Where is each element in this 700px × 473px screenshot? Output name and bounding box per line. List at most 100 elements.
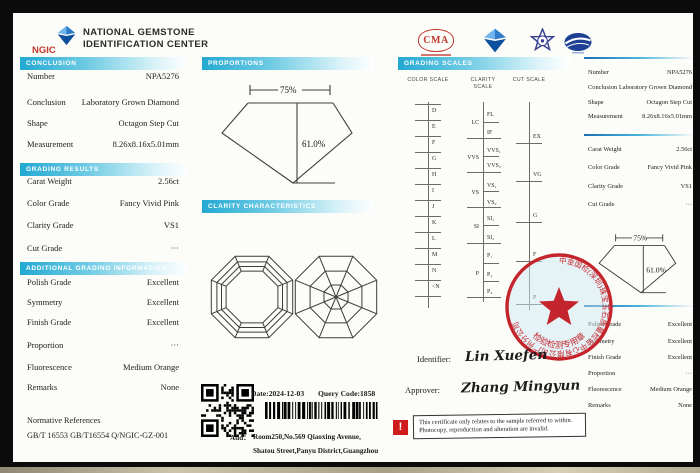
- color-grade-11: <N: [432, 284, 440, 290]
- notice-text: This certificate only relates to the sam…: [412, 412, 587, 440]
- pavilion-radial-line: [335, 296, 354, 338]
- summary-row: Color Grade Fancy Vivid Pink: [588, 164, 692, 176]
- crown-facet-line: [277, 307, 293, 315]
- pavilion-radial-line: [318, 256, 337, 298]
- summary-row-value: ···: [685, 201, 692, 208]
- field-row-value: Excellent: [146, 317, 179, 327]
- identifier-signature: Lin Xuefen: [464, 346, 548, 366]
- clarity-major-tick: [467, 138, 501, 139]
- clarity-major-tick: [467, 243, 501, 244]
- summary-row-label: Measurement: [588, 113, 623, 120]
- issue-date: Date:2024-12-03: [251, 389, 305, 398]
- summary-row-label: Shape: [588, 99, 604, 106]
- summary-row: Cut Grade ···: [588, 201, 692, 213]
- summary-row-value: Fancy Vivid Pink: [647, 164, 692, 171]
- normative-references-values: GB/T 16553 GB/T16554 Q/NGIC-GZ-001: [27, 431, 169, 440]
- address-line1: Room250,No.569 Qiaoxing Avenue,: [253, 433, 361, 441]
- field-row-label: Cut Grade: [27, 243, 63, 253]
- normative-references-title: Normative References: [27, 416, 101, 425]
- field-row-label: Carat Weight: [27, 176, 72, 186]
- clarity-grade-IF: IF: [487, 130, 493, 136]
- color-grade-7: K: [432, 220, 437, 226]
- field-row-value: VS1: [163, 220, 179, 230]
- clarity-grade-P₂: P₂: [487, 272, 493, 278]
- color-scale-tick: [415, 216, 441, 217]
- cut-grade-EX: EX: [533, 134, 541, 140]
- field-row: Proportion ···: [27, 340, 179, 352]
- star-certification-icon: [530, 28, 555, 52]
- field-row-value: Octagon Step Cut: [118, 118, 179, 128]
- crown-facet-line: [277, 279, 293, 287]
- pavilion-radial-line: [335, 296, 377, 315]
- pavilion-radial-line: [335, 256, 354, 298]
- company-seal-stamp: 中金国检(深圳)珠宝玉石质量检验中心有限公司广州分公司 检验检测专用章: [505, 253, 613, 361]
- cut-scale-tick: [516, 261, 542, 262]
- color-grade-3: G: [432, 156, 437, 162]
- summary-row-label: Number: [588, 69, 609, 76]
- pavilion-view-outline: [294, 255, 378, 339]
- table-percentage-label: 75%: [280, 85, 297, 95]
- color-grade-0: D: [432, 108, 437, 114]
- field-row-value: 2.56ct: [157, 176, 179, 186]
- cma-certification-icon: CMA: [418, 29, 454, 52]
- color-scale-tick: [415, 264, 441, 265]
- field-row-value: NPA5276: [145, 71, 179, 81]
- summary-row: Finish Grade Excellent: [588, 354, 692, 366]
- field-row-label: Proportion: [27, 340, 64, 350]
- field-row-value: Laboratory Grown Diamond: [81, 97, 179, 107]
- proportions-diagram: 75% 61.0%: [221, 85, 353, 184]
- pavilion-radial-line: [295, 296, 337, 315]
- clarity-major-tick: [467, 207, 501, 208]
- clarity-grade-SI₂: SI₂: [487, 235, 495, 241]
- clarity-grade-VS₁: VS₁: [487, 183, 497, 189]
- warning-icon: !: [393, 420, 408, 435]
- clarity-grade-FL: FL: [487, 112, 494, 118]
- address-line2: Shatou Street,Panyu District,Guangzhou: [253, 447, 379, 455]
- clarity-plot-diagrams: [210, 255, 378, 339]
- grading-scales-area: COLOR SCALE CLARITY SCALE CUT SCALE D E F G…: [395, 70, 585, 380]
- crown-view-ring-1: [216, 261, 288, 333]
- section-header-conclusion: CONCLUSION: [20, 57, 188, 70]
- color-scale-line: [428, 102, 429, 308]
- summary-row-value: 2.56ct: [676, 146, 692, 153]
- clarity-grade-SI₁: SI₁: [487, 216, 495, 222]
- color-scale-tick: [415, 248, 441, 249]
- approver-signature: Zhang Mingyun: [460, 377, 581, 397]
- field-row-value: ···: [170, 340, 180, 350]
- clarity-sub-tick: [483, 225, 499, 226]
- cut-scale-line: [529, 102, 530, 310]
- org-name-line2: IDENTIFICATION CENTER: [83, 39, 209, 50]
- color-scale-heading: COLOR SCALE: [407, 77, 449, 83]
- cut-scale-tick: [516, 143, 542, 144]
- summary-row-value: NPA5276: [667, 69, 692, 76]
- field-row-value: 8.26x8.16x5.01mm: [112, 139, 179, 149]
- clarity-grade-VS₂: VS₂: [487, 200, 497, 206]
- clarity-sub-tick: [483, 122, 499, 123]
- clarity-sub-tick: [483, 281, 499, 282]
- section-header-grading-results: GRADING RESULTS: [20, 163, 188, 176]
- pavilion-radial-line: [295, 279, 337, 298]
- table-surface-strip: [0, 467, 700, 473]
- right-panel-divider-2: [584, 134, 694, 136]
- clarity-group-VS: VS: [471, 190, 479, 196]
- org-name-line1: NATIONAL GEMSTONE: [83, 27, 195, 38]
- summary-row-label: Proportion: [588, 370, 616, 377]
- field-row-label: Shape: [27, 118, 48, 128]
- field-row-value: ···: [170, 243, 180, 253]
- field-row-label: Fluorescence: [27, 362, 72, 372]
- summary-row-value: Excellent: [667, 321, 692, 328]
- color-scale-tick: [415, 232, 441, 233]
- summary-row-value: VS1: [680, 183, 692, 190]
- field-row-label: Remarks: [27, 382, 58, 392]
- field-row: Color Grade Fancy Vivid Pink: [27, 198, 179, 210]
- field-row-label: Clarity Grade: [27, 220, 74, 230]
- clarity-group-SI: SI: [473, 224, 479, 230]
- clarity-group-LC: LC: [471, 120, 479, 126]
- crown-view-ring-3: [225, 270, 279, 324]
- summary-row: Carat Weight 2.56ct: [588, 146, 692, 158]
- globe-certification-icon: [564, 33, 592, 54]
- color-grade-4: H: [432, 172, 437, 178]
- crown-facet-line: [234, 256, 242, 272]
- color-scale-tick: [415, 104, 441, 105]
